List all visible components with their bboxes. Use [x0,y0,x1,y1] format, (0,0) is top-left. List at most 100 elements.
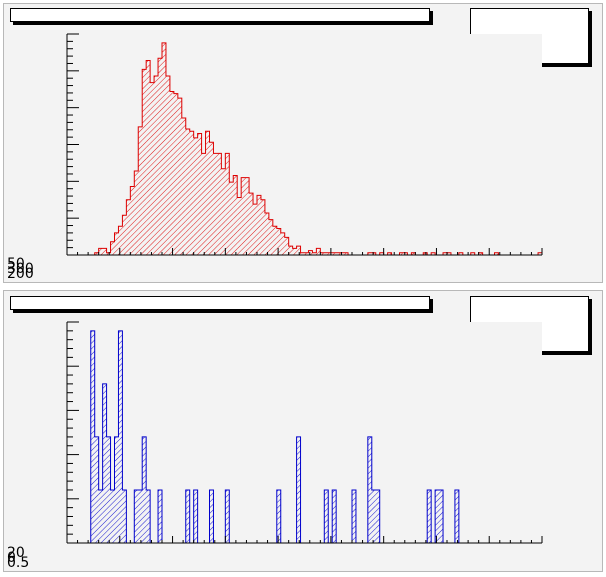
histogram-bin [324,252,329,255]
histogram-bin [324,489,329,543]
histogram-bin [427,489,432,543]
histogram-outline [67,42,543,256]
histogram-bin [197,133,202,255]
histogram-bin [312,252,317,255]
histogram-bin [371,252,376,255]
histogram-bin [142,436,147,543]
histogram-bin [288,246,293,255]
histogram-bin [328,252,333,255]
histogram-bin [280,232,285,255]
histogram-bin [185,129,190,255]
bottom-histogram-pad: 20 0 0.5 [3,290,603,572]
histogram-bin [447,252,451,255]
histogram-bin [209,142,214,255]
bottom-histogram-frame [66,321,543,544]
histogram-bin [260,199,265,255]
histogram-bin [185,489,190,543]
histogram-bin [367,436,372,543]
histogram-bin [165,75,170,255]
histogram-bin [237,197,242,255]
histogram-bin [114,436,119,543]
top-y-axis-label-1: 50 [7,256,25,272]
histogram-bin [102,383,107,543]
histogram-bin [276,489,281,543]
histogram-bin [320,252,325,255]
bottom-y-axis-label-3: 0.5 [7,555,30,571]
histogram-bin [146,489,151,543]
histogram-bin [276,228,281,255]
histogram-bin [217,153,222,255]
histogram-bin [308,250,313,255]
histogram-bin [98,489,103,543]
histogram-bin [379,252,384,255]
histogram-bin [411,252,416,255]
histogram-bin [284,237,289,255]
histogram-bin [142,69,147,255]
histogram-bin [336,252,341,255]
bottom-histogram-plot [66,321,543,544]
histogram-bin [118,226,123,255]
histogram-bin [110,241,115,255]
top-y-axis-label-3: 200 [7,266,34,282]
histogram-bin [98,248,103,255]
histogram-bin [292,248,297,255]
histogram-bin [213,153,218,255]
histogram-bin [138,489,143,543]
histogram-bin [340,252,345,255]
histogram-bin [146,60,151,255]
top-y-axis-label-2: 300 [7,261,34,277]
bottom-histogram-title-box [10,296,430,310]
histogram-bin [257,195,261,255]
histogram-bin [106,436,111,543]
histogram-bin [403,252,408,255]
histogram-bin [431,252,436,255]
bottom-y-axis-label-2: 0 [7,550,16,566]
histogram-bin [352,489,356,543]
histogram-bin [209,489,214,543]
histogram-bin [118,330,123,543]
histogram-bin [304,252,309,255]
histogram-bin [367,252,372,255]
histogram-bin [205,131,210,255]
histogram-bin [454,489,459,543]
histogram-bin [221,168,226,255]
histogram-bin [225,489,230,543]
histogram-bin [94,436,99,543]
histogram-bin [296,246,301,255]
histogram-bin [110,489,115,543]
histogram-bin [201,153,206,255]
histogram-bin [423,252,428,255]
histogram-bin [332,252,337,255]
histogram-bin [494,252,499,255]
histogram-bin [173,93,178,255]
histogram-bin [169,91,174,256]
histogram-bin [158,489,162,543]
histogram-bin [470,252,475,255]
histogram-bin [300,252,305,255]
histogram-bin [162,42,166,256]
histogram-bin [90,330,95,543]
histogram-bin [399,252,404,255]
histogram-bin [158,58,162,255]
histogram-bin [268,219,273,255]
histogram-bin [122,489,127,543]
histogram-bin [538,252,542,255]
histogram-bin [439,489,444,543]
histogram-bin [249,193,254,255]
top-histogram-plot [66,33,543,256]
bottom-y-axis-label-1: 20 [7,545,25,561]
histogram-bin [371,489,376,543]
histogram-bin [253,204,257,255]
histogram-bin [114,232,119,255]
histogram-bin [332,489,337,543]
histogram-bin [102,248,107,255]
histogram-bin [134,171,139,255]
histogram-bin [193,137,198,255]
histogram-bin [458,252,463,255]
histogram-bin [375,489,380,543]
top-histogram-pad: 50 300 200 [3,3,603,283]
histogram-bin [94,252,99,255]
histogram-bin [478,252,483,255]
histogram-bin [106,252,111,255]
histogram-bin [130,186,135,255]
